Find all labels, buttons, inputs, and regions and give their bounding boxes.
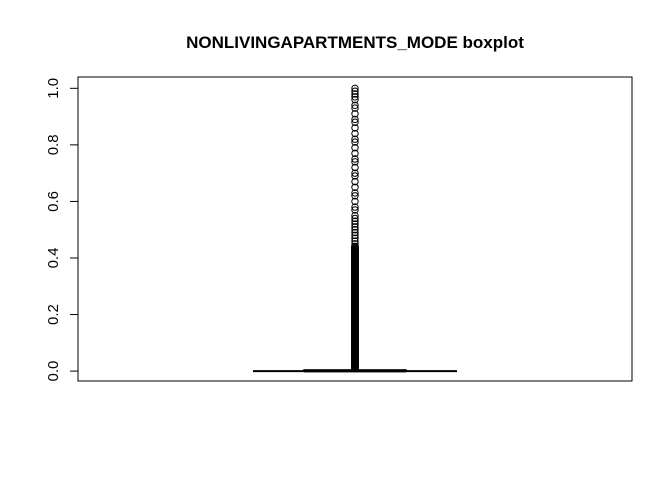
- y-tick-label: 0.4: [45, 248, 62, 269]
- outlier-point: [351, 84, 359, 93]
- outlier-point: [351, 223, 359, 231]
- y-tick-label: 0.0: [45, 361, 62, 382]
- outlier-point: [351, 87, 359, 95]
- outlier-point: [351, 203, 359, 211]
- outlier-point: [351, 138, 359, 146]
- outlier-point: [351, 214, 359, 223]
- y-tick-label: 1.0: [45, 78, 62, 99]
- outlier-points: [350, 84, 359, 373]
- outlier-point: [351, 124, 359, 132]
- outlier-point: [351, 197, 359, 206]
- outlier-point: [351, 228, 359, 237]
- outlier-point: [351, 240, 359, 248]
- outlier-point: [351, 226, 359, 234]
- chart-title: NONLIVINGAPARTMENTS_MODE boxplot: [186, 33, 524, 52]
- outlier-point: [351, 101, 359, 109]
- outlier-point: [350, 242, 359, 251]
- outlier-point: [351, 183, 359, 191]
- outlier-point: [351, 135, 359, 143]
- outlier-point: [351, 192, 359, 200]
- outlier-point: [351, 93, 359, 101]
- y-axis: 0.0 0.2 0.4 0.6 0.8 1.0: [45, 78, 79, 382]
- outlier-point: [351, 163, 359, 172]
- outlier-point: [351, 211, 359, 220]
- outlier-point: [351, 220, 359, 228]
- y-tick-label: 0.6: [45, 191, 62, 212]
- outlier-point: [351, 237, 359, 245]
- y-tick-label: 0.8: [45, 134, 62, 155]
- outlier-point: [351, 234, 359, 242]
- outlier-point: [351, 129, 359, 138]
- outlier-point: [351, 158, 359, 166]
- box: [253, 368, 457, 373]
- outlier-point: [351, 104, 359, 112]
- outlier-point: [351, 118, 359, 126]
- outlier-point: [351, 217, 359, 225]
- outlier-point: [351, 155, 359, 163]
- outlier-point: [351, 231, 359, 240]
- outlier-point: [351, 143, 359, 152]
- outlier-point: [351, 177, 359, 186]
- y-tick-label: 0.2: [45, 304, 62, 325]
- outlier-point: [351, 115, 359, 124]
- outlier-point: [351, 189, 359, 197]
- outlier-point: [351, 110, 359, 118]
- outlier-point: [351, 90, 359, 98]
- outlier-point: [351, 95, 359, 104]
- outlier-point: [351, 149, 359, 158]
- outlier-point: [351, 172, 359, 180]
- outlier-point: [351, 169, 359, 177]
- outlier-point: [351, 206, 359, 214]
